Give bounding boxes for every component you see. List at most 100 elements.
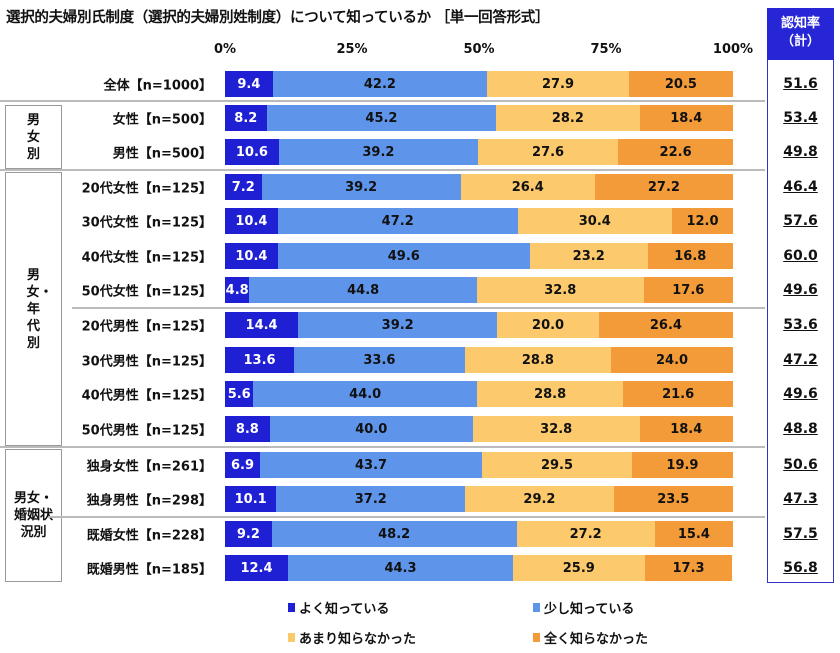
bar-value-label: 28.8 — [521, 352, 554, 368]
bar-value-label: 18.4 — [670, 110, 703, 126]
awareness-value: 49.6 — [783, 386, 818, 402]
bar-value-label: 40.0 — [355, 421, 388, 437]
awareness-value: 60.0 — [783, 248, 818, 264]
bar-segment: 5.6 — [225, 381, 254, 407]
bar-segment: 27.2 — [516, 521, 655, 547]
bar-value-label: 15.4 — [677, 526, 710, 542]
bar-value-label: 14.4 — [245, 317, 278, 333]
awareness-value: 50.6 — [783, 457, 818, 473]
bar-segment: 22.6 — [618, 139, 733, 165]
bar-value-label: 28.8 — [534, 386, 567, 402]
bar-segment: 28.8 — [464, 347, 612, 373]
bar-value-label: 12.0 — [686, 213, 719, 229]
bar-value-label: 17.6 — [672, 282, 705, 298]
awareness-header: 認知率 （計） — [767, 8, 834, 60]
x-tick-label: 25% — [336, 42, 368, 57]
bar-segment: 48.2 — [271, 521, 517, 547]
bar-segment: 26.4 — [598, 312, 733, 338]
legend-item: 全く知らなかった — [533, 628, 648, 647]
bar-value-label: 9.4 — [237, 76, 261, 92]
bar-value-label: 27.2 — [569, 526, 602, 542]
bar-segment: 13.6 — [225, 347, 295, 373]
category-label: 既婚女性【n=228】 — [86, 528, 212, 544]
bar-segment: 30.4 — [517, 208, 673, 234]
legend-item: 少し知っている — [533, 598, 634, 617]
bar-value-label: 42.2 — [363, 76, 396, 92]
bar-value-label: 27.9 — [541, 76, 575, 92]
bar-segment: 20.5 — [628, 71, 733, 97]
bar-value-label: 21.6 — [662, 386, 695, 402]
bar-segment: 12.4 — [225, 555, 288, 581]
bar-segment: 23.2 — [529, 243, 648, 269]
bar-segment: 27.9 — [487, 71, 629, 97]
bar-segment: 9.4 — [225, 71, 273, 97]
awareness-value: 49.8 — [783, 144, 818, 160]
category-label: 全体【n=1000】 — [103, 78, 212, 94]
awareness-value: 47.3 — [783, 491, 818, 507]
bar-segment: 44.3 — [287, 555, 514, 581]
bar-value-label: 26.4 — [511, 179, 544, 195]
category-label: 既婚男性【n=185】 — [86, 562, 212, 578]
category-label: 女性【n=500】 — [112, 112, 212, 128]
bar-segment: 29.5 — [482, 452, 632, 478]
bar-value-label: 39.2 — [345, 179, 378, 195]
divider — [0, 446, 765, 448]
bar-segment: 12.0 — [672, 208, 733, 234]
bar-value-label: 12.4 — [240, 560, 273, 576]
bar-segment: 10.4 — [225, 243, 278, 269]
chart-title: 選択的夫婦別氏制度（選択的夫婦別姓制度）について知っているか ［単一回答形式］ — [6, 10, 550, 26]
bar-segment: 44.0 — [253, 381, 477, 407]
bar-segment: 44.8 — [249, 277, 477, 303]
bar-segment: 18.4 — [639, 416, 733, 442]
bar-segment: 33.6 — [294, 347, 465, 373]
group-label-gender-marital: 男女・婚姻状況別 — [5, 449, 62, 582]
bar-value-label: 9.2 — [236, 526, 260, 542]
awareness-value: 53.6 — [783, 317, 818, 333]
bar-value-label: 37.2 — [354, 491, 387, 507]
bar-segment: 39.2 — [278, 139, 478, 165]
bar-segment: 42.2 — [272, 71, 488, 97]
awareness-value: 46.4 — [783, 179, 818, 195]
category-label: 独身男性【n=298】 — [86, 493, 212, 509]
bar-value-label: 7.2 — [231, 179, 255, 195]
legend-swatch — [533, 633, 540, 642]
bar-value-label: 20.5 — [664, 76, 697, 92]
bar-value-label: 27.6 — [532, 144, 565, 160]
legend-swatch — [533, 603, 540, 612]
bar-segment: 32.8 — [472, 416, 640, 442]
bar-value-label: 23.2 — [572, 248, 605, 264]
legend-label: 全く知らなかった — [544, 632, 649, 647]
divider — [0, 100, 765, 102]
group-label-gender: 男女別 — [5, 105, 62, 169]
awareness-value: 56.8 — [783, 560, 818, 576]
bar-segment: 40.0 — [269, 416, 473, 442]
awareness-value: 51.6 — [783, 76, 818, 92]
bar-value-label: 39.2 — [381, 317, 414, 333]
category-label: 20代女性【n=125】 — [81, 181, 212, 197]
bar-segment: 9.2 — [225, 521, 272, 547]
bar-segment: 10.6 — [225, 139, 279, 165]
bar-segment: 10.4 — [225, 208, 278, 234]
bar-segment: 14.4 — [225, 312, 299, 338]
bar-segment: 43.7 — [260, 452, 483, 478]
bar-segment: 8.8 — [225, 416, 270, 442]
category-label: 独身女性【n=261】 — [86, 459, 212, 475]
bar-value-label: 19.9 — [666, 457, 699, 473]
bar-value-label: 5.6 — [227, 386, 251, 402]
bar-segment: 25.9 — [513, 555, 645, 581]
bar-segment: 49.6 — [277, 243, 530, 269]
bar-value-label: 4.8 — [225, 282, 249, 298]
bar-value-label: 32.8 — [540, 421, 573, 437]
bar-value-label: 44.0 — [349, 386, 382, 402]
bar-segment: 19.9 — [631, 452, 733, 478]
bar-value-label: 8.8 — [235, 421, 259, 437]
awareness-header-sub: （計） — [780, 34, 820, 49]
bar-segment: 39.2 — [261, 174, 461, 200]
bar-segment: 16.8 — [647, 243, 733, 269]
bar-value-label: 10.6 — [235, 144, 268, 160]
bar-value-label: 25.9 — [562, 560, 595, 576]
legend-swatch — [288, 603, 295, 612]
bar-segment: 15.4 — [654, 521, 733, 547]
bar-segment: 47.2 — [277, 208, 518, 234]
legend-item: あまり知らなかった — [288, 628, 416, 647]
